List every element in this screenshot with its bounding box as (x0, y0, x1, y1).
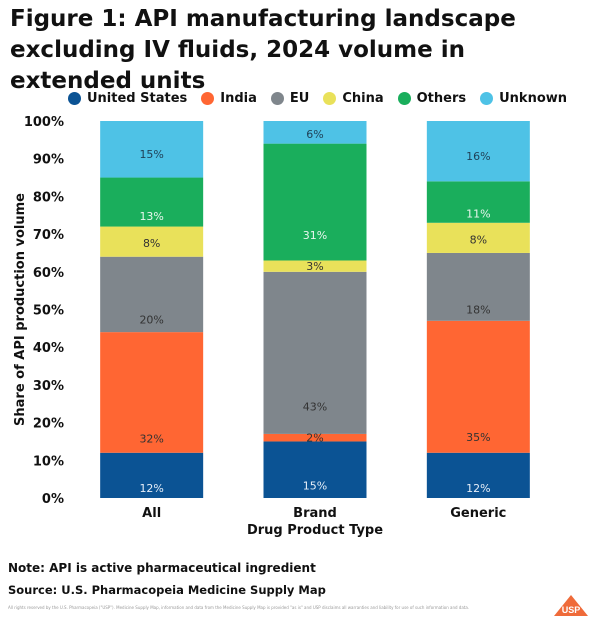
legend-label: United States (87, 90, 188, 106)
y-tick-label: 40% (33, 341, 64, 356)
bar-segment-united-states (263, 441, 367, 498)
bar-segment-unknown (426, 121, 530, 182)
data-label: 8% (143, 237, 160, 250)
legend-swatch (68, 91, 81, 105)
legend-swatch (480, 91, 494, 105)
legend-swatch (270, 91, 284, 105)
y-tick-label: 30% (33, 379, 64, 394)
data-label: 8% (470, 233, 487, 246)
data-label: 31% (303, 229, 327, 242)
bar-segment-united-states (100, 452, 204, 498)
bar-segment-china (100, 226, 204, 257)
y-tick-label: 80% (33, 190, 64, 205)
data-label: 12% (139, 482, 163, 495)
legend-label: Unknown (499, 90, 568, 106)
data-label: 16% (466, 150, 490, 163)
data-label: 11% (466, 208, 490, 221)
legend-label: India (220, 90, 257, 106)
y-tick-label: 60% (33, 266, 64, 281)
legend-item-eu: EU (270, 90, 310, 106)
logo-text: USP (562, 605, 581, 615)
rights-notice: All rights reserved by the U.S. Pharmaco… (8, 605, 470, 610)
data-label: 12% (466, 482, 490, 495)
data-label: 3% (306, 260, 323, 273)
legend-label: Others (416, 90, 467, 106)
legend-swatch (323, 91, 337, 105)
y-tick-label: 50% (33, 304, 64, 319)
legend-item-china: China (323, 90, 384, 106)
bar-segment-india (426, 320, 530, 453)
data-label: 6% (306, 128, 323, 141)
legend-item-india: India (201, 91, 257, 106)
x-axis-label: Drug Product Type (247, 523, 383, 538)
bar-segment-china (426, 222, 530, 253)
footnote: Note: API is active pharmaceutical ingre… (8, 561, 316, 575)
legend-label: China (342, 90, 384, 106)
data-label: 18% (466, 303, 490, 316)
legend-swatch (397, 91, 411, 105)
data-label: 32% (139, 432, 163, 445)
data-label: 43% (303, 400, 327, 413)
y-tick-label: 10% (33, 454, 64, 469)
bar-segment-unknown (263, 121, 367, 144)
legend-label: EU (289, 90, 310, 106)
legend-item-united-states: United States (68, 91, 187, 106)
chart-title: Figure 1: API manufacturing landscape ex… (10, 6, 516, 94)
data-label: 35% (466, 431, 490, 444)
data-label: 15% (139, 148, 163, 161)
y-tick-label: 90% (33, 153, 64, 168)
y-tick-label: 70% (33, 228, 64, 243)
bar-segment-eu (426, 252, 530, 321)
legend-item-others: Others (397, 90, 467, 106)
chart-legend: United States India EU China Others Unknown (68, 88, 567, 108)
bar-segment-india (100, 332, 204, 453)
legend-swatch (201, 91, 215, 105)
x-tick-label: Generic (450, 506, 506, 521)
source-note: Source: U.S. Pharmacopeia Medicine Suppl… (8, 583, 326, 597)
usp-logo: USP (554, 595, 588, 616)
data-label: 13% (139, 210, 163, 223)
bar-segment-unknown (100, 121, 204, 178)
bar-segment-others (263, 143, 367, 261)
data-label: 15% (303, 480, 327, 493)
bar-segment-others (426, 181, 530, 223)
y-axis-label: Share of API production volume (13, 193, 28, 426)
y-tick-label: 100% (24, 115, 64, 130)
bar-segment-united-states (426, 452, 530, 498)
stacked-bar-chart: 0% 10% 20% 30% 40% 50% 60% 70% 80% 90% 100% Share o… (13, 115, 530, 538)
bar-segment-others (100, 177, 204, 227)
bar-segment-eu (100, 256, 204, 333)
y-tick-label: 20% (33, 417, 64, 432)
x-tick-label: Brand (293, 506, 337, 521)
data-label: 20% (139, 313, 163, 326)
bar-segment-india (263, 433, 367, 442)
y-tick-label: 0% (42, 492, 64, 507)
bar-segment-eu (263, 271, 367, 434)
legend-item-unknown: Unknown (480, 91, 567, 106)
data-label: 2% (306, 432, 323, 445)
x-tick-label: All (142, 506, 161, 521)
bar-segment-china (263, 260, 367, 272)
